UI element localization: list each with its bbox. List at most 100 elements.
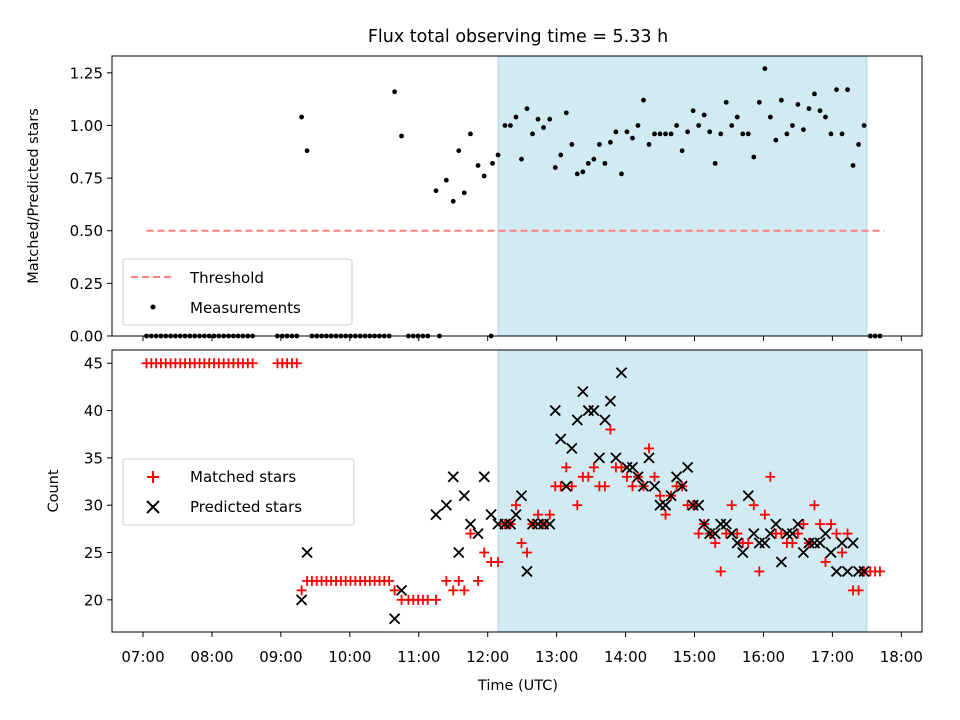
predicted-star-point: [626, 461, 639, 473]
measurement-point: [790, 123, 795, 128]
predicted-star-point: [544, 518, 556, 530]
predicted-star-point: [643, 452, 655, 464]
measurement-point: [569, 142, 575, 147]
matched-star-point: [459, 585, 470, 596]
chart-title: Flux total observing time = 5.33 h: [368, 27, 668, 47]
predicted-star-point: [797, 546, 810, 559]
matched-star-point: [291, 358, 302, 369]
predicted-star-point: [742, 490, 754, 502]
matched-star-point: [644, 443, 655, 454]
x-tick-label: 09:00: [259, 648, 302, 666]
predicted-star-point: [389, 613, 401, 625]
legend-matched-swatch: [147, 471, 159, 483]
top-x-ticks: [142, 336, 902, 341]
matched-star-point: [384, 575, 395, 586]
predicted-star-point: [577, 386, 589, 398]
measurement-point: [443, 177, 449, 183]
matched-star-point: [521, 547, 532, 558]
measurement-point: [762, 66, 768, 72]
x-axis-label: Time (UTC): [477, 678, 558, 694]
measurement-point: [433, 188, 439, 194]
bottom-x-ticks: 07:00 08:00 09:00 10:00 11:00 12:00 13:00 14:00…: [121, 632, 923, 666]
matched-star-point: [765, 471, 776, 482]
matched-star-point: [510, 500, 521, 511]
measurement-point: [674, 123, 679, 128]
measurement-point: [795, 102, 801, 107]
predicted-star-point: [504, 518, 517, 530]
measurement-point: [558, 152, 564, 158]
predicted-star-point: [478, 471, 490, 483]
measurement-point: [574, 171, 580, 177]
predicted-star-point: [814, 537, 826, 549]
measurement-point: [745, 131, 751, 137]
matched-star-point: [572, 500, 583, 511]
measurement-point: [608, 139, 613, 145]
x-tick-label: 08:00: [190, 648, 233, 666]
matched-star-point: [566, 481, 577, 492]
measurement-point: [751, 154, 757, 160]
x-tick-label: 17:00: [811, 648, 854, 666]
matched-star-point: [787, 538, 798, 549]
predicted-star-point: [588, 404, 600, 417]
x-tick-label: 16:00: [742, 648, 785, 666]
predicted-star-point: [430, 509, 442, 521]
x-tick-label: 15:00: [673, 648, 716, 666]
matched-star-point: [516, 538, 527, 549]
predicted-star-point: [472, 527, 484, 540]
measurement-points: [144, 66, 883, 339]
matched-star-point: [710, 538, 721, 549]
predicted-star-point: [301, 546, 313, 559]
matched-star-point: [792, 528, 803, 539]
matched-star-point: [453, 575, 464, 586]
matched-star-point: [555, 481, 566, 492]
measurement-point: [850, 163, 856, 168]
top-y-ticks: 0.00 0.25 0.50 0.75 1.00 1.25: [70, 64, 112, 346]
measurement-point: [856, 142, 861, 147]
top-legend-box: [122, 258, 353, 326]
predicted-star-point: [709, 527, 721, 540]
predicted-star-point: [453, 546, 465, 559]
measurement-point: [784, 131, 790, 137]
measurement-point: [502, 123, 508, 128]
y-tick-label: 0.25: [70, 275, 103, 293]
predicted-star-point: [555, 433, 567, 445]
matched-star-point: [809, 500, 820, 511]
predicted-star-point: [295, 594, 308, 606]
x-tick-label: 12:00: [466, 648, 509, 666]
measurement-point: [641, 97, 646, 103]
matched-star-point: [743, 538, 754, 549]
matched-star-point: [831, 528, 842, 539]
matched-star-point: [721, 528, 732, 539]
matched-star-point: [441, 575, 452, 586]
measurement-point: [834, 87, 839, 93]
matched-star-point: [874, 566, 885, 577]
legend-measurements-swatch: [150, 304, 156, 310]
legend-predicted-swatch: [146, 500, 160, 514]
measurement-point: [596, 142, 602, 147]
predicted-star-point: [698, 518, 710, 530]
matched-star-point: [465, 528, 476, 539]
matched-star-point: [798, 519, 809, 530]
measurement-point: [806, 106, 812, 112]
matched-star-point: [715, 566, 726, 577]
measurement-point: [861, 123, 867, 128]
predicted-star-point: [841, 565, 854, 578]
matched-star-point: [776, 528, 787, 539]
measurement-point: [630, 135, 635, 141]
top-y-axis-label: Matched/Predicted stars: [26, 108, 42, 284]
matched-star-point: [660, 509, 671, 520]
matched-star-point: [853, 585, 864, 596]
predicted-star-point: [485, 509, 497, 521]
top-panel: 0.00 0.25 0.50 0.75 1.00 1.25 Matched/Predict…: [26, 55, 923, 346]
matched-star-point: [533, 509, 544, 520]
measurement-point: [812, 91, 817, 97]
matched-star-point: [616, 462, 627, 473]
matched-star-point: [583, 471, 594, 482]
measurement-point: [712, 160, 718, 166]
matched-star-point: [754, 566, 765, 577]
measurement-point: [495, 152, 501, 158]
y-tick-label: 30: [84, 497, 103, 515]
predicted-star-point: [632, 471, 644, 483]
bottom-y-ticks: 20 25 30 35 40 45: [84, 355, 112, 609]
x-tick-label: 07:00: [121, 648, 164, 666]
